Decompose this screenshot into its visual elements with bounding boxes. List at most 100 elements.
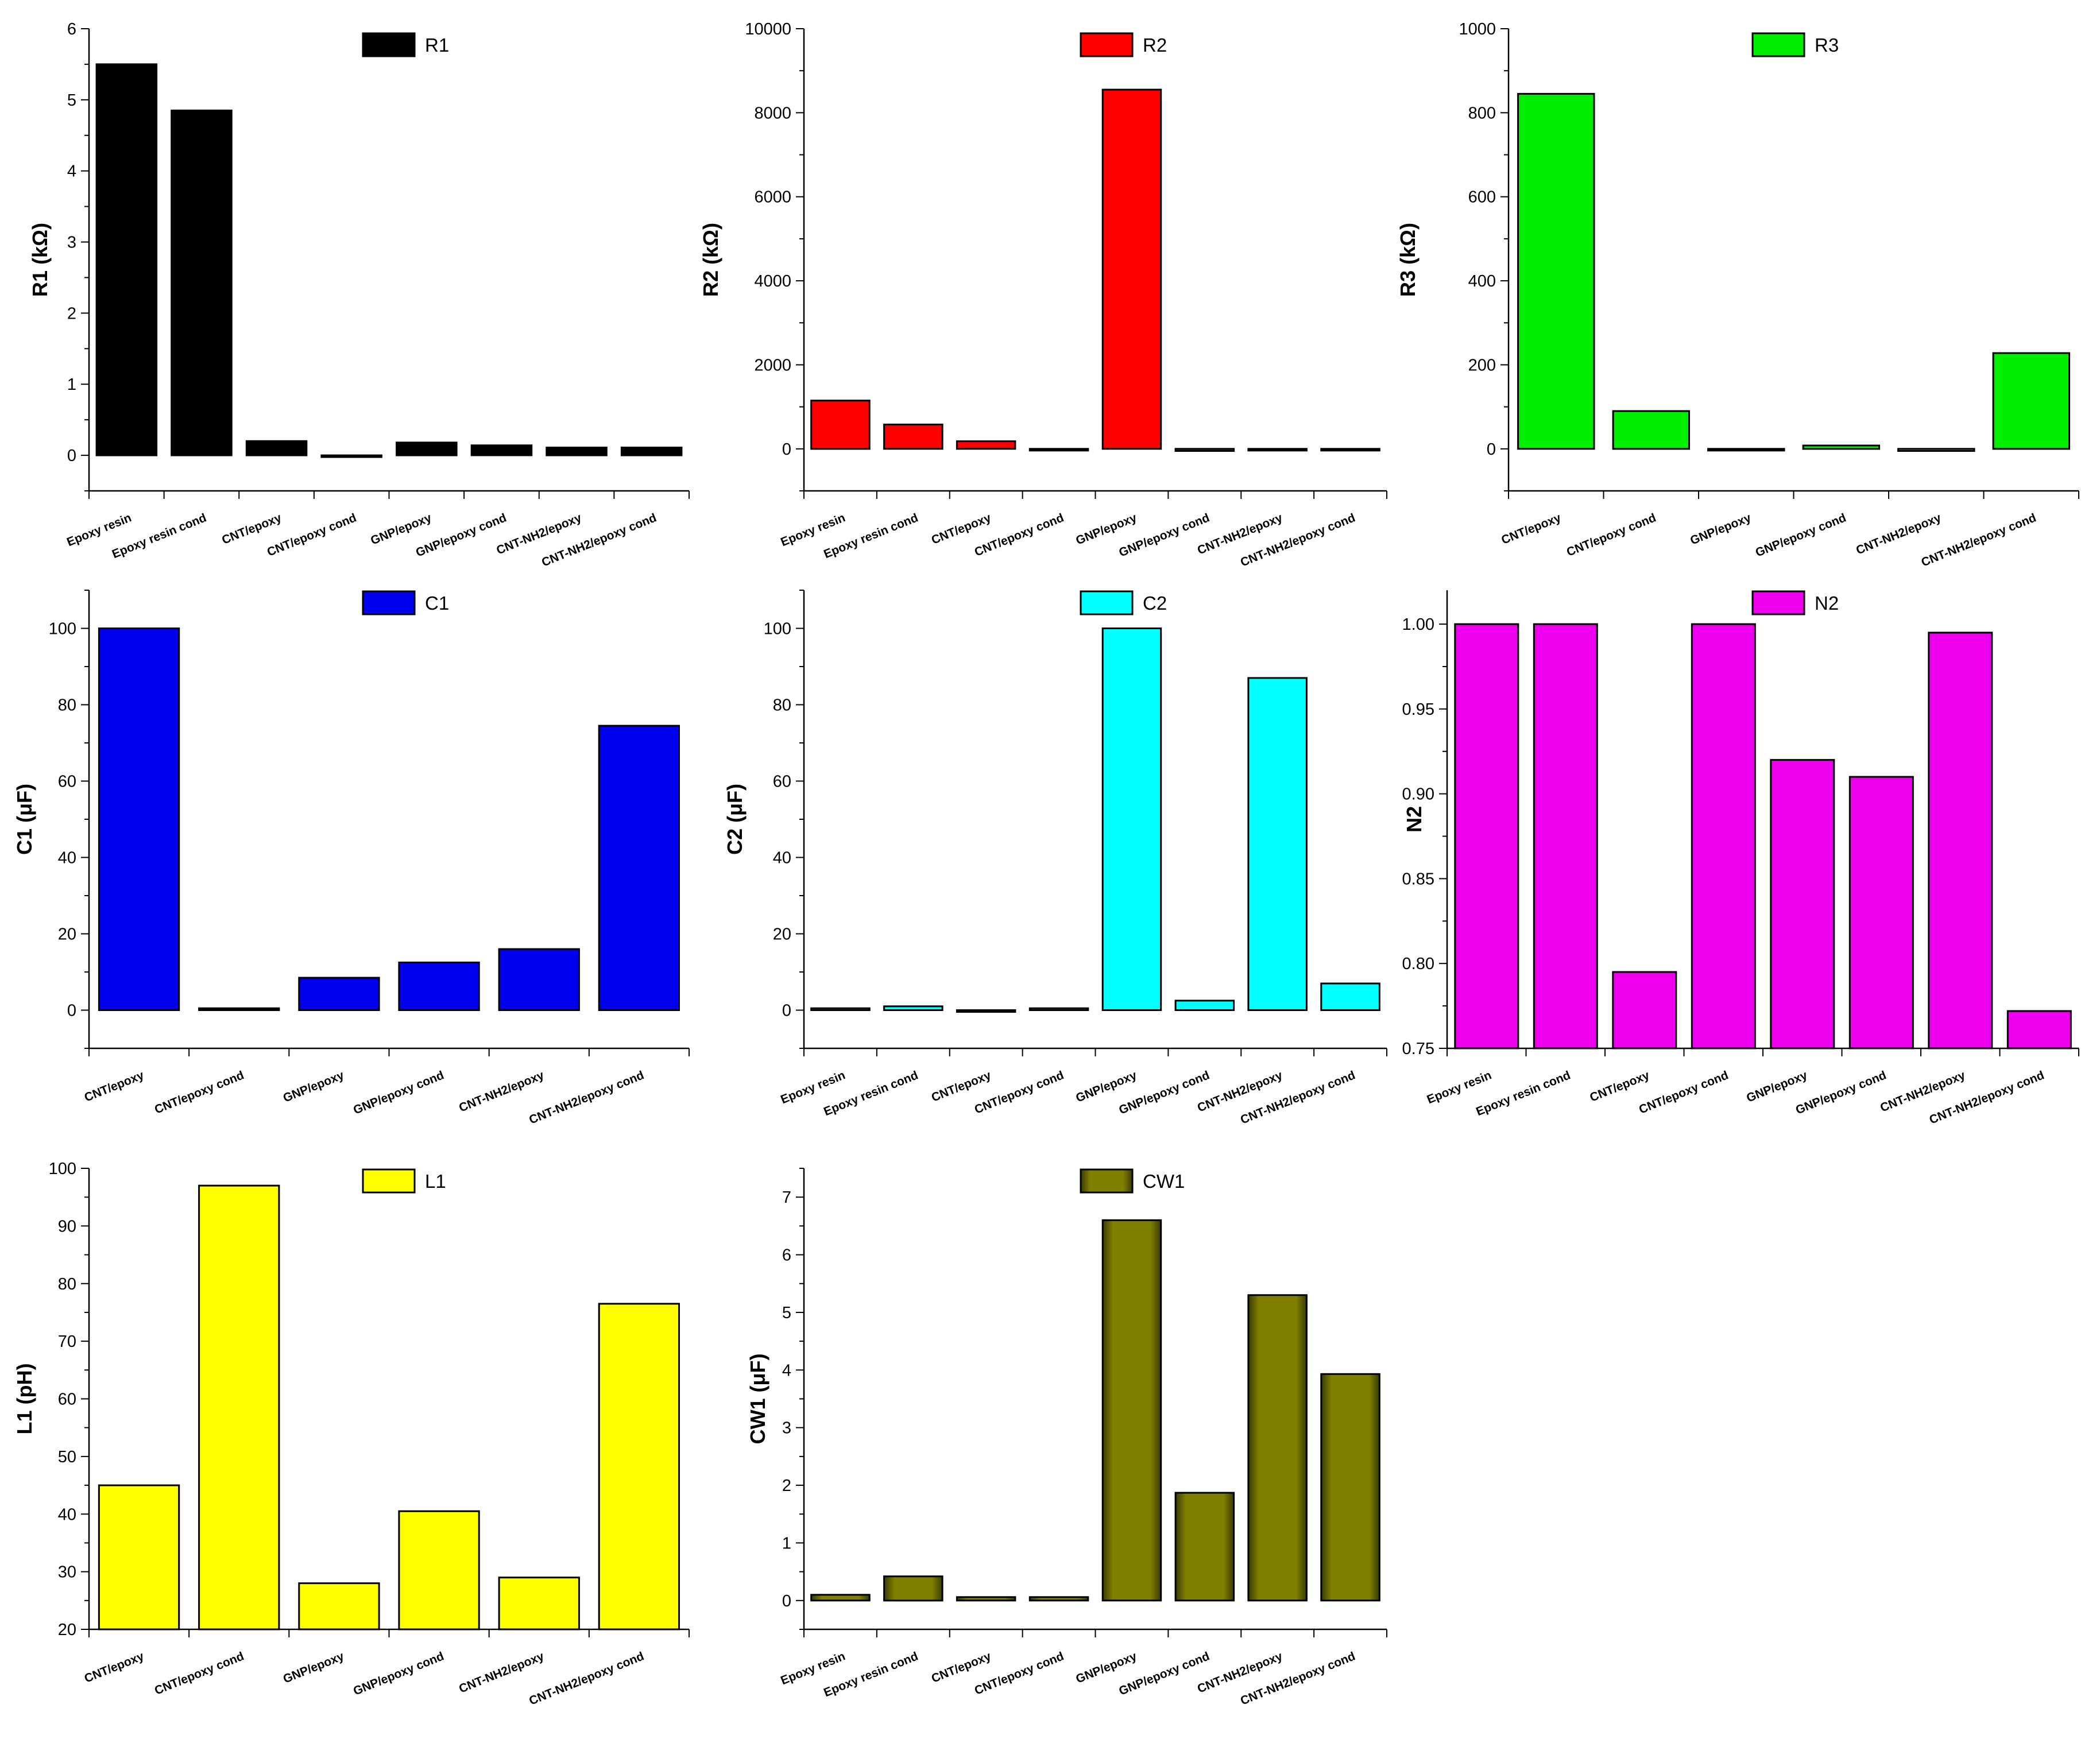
bar-c1-2[interactable] — [298, 977, 380, 1011]
y-axis-label: R3 (kΩ) — [1396, 223, 1420, 297]
bar-cw1-2[interactable] — [956, 1596, 1016, 1602]
bar-c1-4[interactable] — [498, 948, 580, 1011]
y-tick-label: 6000 — [754, 188, 791, 207]
bar-l1-3[interactable] — [398, 1510, 480, 1630]
bar-c1-5[interactable] — [598, 725, 680, 1011]
bar-c2-4[interactable] — [1101, 628, 1162, 1011]
legend-label: R1 — [425, 34, 449, 56]
bar-c2-0[interactable] — [810, 1007, 871, 1011]
bar-n2-2[interactable] — [1612, 971, 1677, 1049]
bar-r2-3[interactable] — [1028, 448, 1089, 452]
y-tick-label: 400 — [1468, 272, 1496, 291]
y-tick-label: 90 — [58, 1217, 76, 1235]
bar-c2-6[interactable] — [1247, 677, 1308, 1011]
legend-swatch — [1751, 32, 1805, 57]
y-tick-label: 20 — [773, 925, 791, 944]
legend-swatch — [1080, 1168, 1134, 1194]
bar-c2-5[interactable] — [1174, 1000, 1235, 1012]
bar-r1-1[interactable] — [171, 109, 233, 456]
bar-n2-1[interactable] — [1533, 623, 1598, 1049]
bar-r2-7[interactable] — [1320, 448, 1380, 452]
bar-c2-3[interactable] — [1028, 1007, 1089, 1011]
bar-c2-2[interactable] — [956, 1009, 1016, 1013]
bar-c1-1[interactable] — [198, 1007, 280, 1011]
bar-n2-7[interactable] — [2006, 1010, 2072, 1049]
y-tick-label: 6 — [782, 1246, 791, 1265]
bar-r3-2[interactable] — [1707, 448, 1785, 452]
bar-n2-4[interactable] — [1770, 759, 1835, 1049]
bar-r2-0[interactable] — [810, 400, 871, 450]
y-axis-label: C1 (μF) — [13, 784, 36, 855]
y-tick-label: 0 — [782, 1592, 791, 1610]
y-tick-label: 1.00 — [1402, 615, 1434, 634]
bar-r3-1[interactable] — [1612, 410, 1691, 450]
bar-cw1-3[interactable] — [1028, 1596, 1089, 1602]
bar-n2-6[interactable] — [1928, 632, 1993, 1049]
y-axis-label: R1 (kΩ) — [28, 223, 52, 297]
bar-cw1-1[interactable] — [883, 1575, 943, 1602]
legend-label: N2 — [1815, 592, 1839, 614]
bar-c1-0[interactable] — [98, 628, 180, 1011]
y-tick-label: 0.95 — [1402, 700, 1434, 719]
bar-cw1-6[interactable] — [1247, 1294, 1308, 1602]
bar-r2-6[interactable] — [1247, 448, 1308, 452]
bar-r1-7[interactable] — [620, 447, 683, 456]
bar-r3-5[interactable] — [1992, 352, 2071, 450]
y-tick-label: 8000 — [754, 104, 791, 122]
y-tick-label: 0.80 — [1402, 955, 1434, 973]
bar-cw1-0[interactable] — [810, 1594, 871, 1602]
y-tick-label: 4 — [782, 1361, 791, 1380]
bar-r1-6[interactable] — [546, 447, 608, 456]
bar-r3-4[interactable] — [1897, 448, 1975, 452]
y-tick-label: 80 — [773, 696, 791, 715]
y-tick-label: 1 — [782, 1534, 791, 1552]
legend-swatch — [1080, 590, 1134, 615]
legend-swatch — [362, 32, 416, 57]
y-tick-label: 80 — [58, 1275, 76, 1293]
y-tick-label: 3 — [67, 234, 76, 252]
legend-label: C2 — [1143, 592, 1167, 614]
y-tick-label: 800 — [1468, 104, 1496, 122]
legend-label: R2 — [1143, 34, 1167, 56]
bar-c2-1[interactable] — [883, 1005, 943, 1012]
y-tick-label: 2 — [67, 304, 76, 323]
bar-r1-5[interactable] — [470, 444, 533, 456]
bar-l1-4[interactable] — [498, 1577, 580, 1630]
y-tick-label: 60 — [58, 1391, 76, 1409]
bar-r3-0[interactable] — [1517, 92, 1595, 450]
bar-l1-1[interactable] — [198, 1184, 280, 1630]
bar-r2-1[interactable] — [883, 423, 943, 450]
y-tick-label: 5 — [782, 1304, 791, 1322]
bar-cw1-5[interactable] — [1174, 1492, 1235, 1602]
bar-l1-0[interactable] — [98, 1484, 180, 1630]
bar-r2-5[interactable] — [1174, 448, 1235, 452]
y-tick-label: 7 — [782, 1188, 791, 1207]
bar-l1-5[interactable] — [598, 1303, 680, 1630]
bar-c1-3[interactable] — [398, 961, 480, 1012]
bar-cw1-4[interactable] — [1101, 1219, 1162, 1602]
bar-n2-3[interactable] — [1691, 623, 1756, 1049]
y-tick-label: 3 — [782, 1419, 791, 1438]
legend-swatch — [1080, 32, 1134, 57]
bar-r1-2[interactable] — [245, 440, 308, 456]
bar-r1-3[interactable] — [320, 454, 382, 458]
bar-n2-5[interactable] — [1848, 776, 1914, 1049]
bar-cw1-7[interactable] — [1320, 1373, 1380, 1602]
bar-r2-2[interactable] — [956, 440, 1016, 450]
y-tick-label: 60 — [58, 773, 76, 791]
y-tick-label: 6 — [67, 20, 76, 38]
bar-c2-7[interactable] — [1320, 982, 1380, 1011]
bar-r1-0[interactable] — [95, 63, 158, 456]
bar-n2-0[interactable] — [1454, 623, 1519, 1049]
legend-swatch — [1751, 590, 1805, 615]
bar-r1-4[interactable] — [396, 441, 458, 456]
y-tick-label: 20 — [58, 925, 76, 944]
bar-r2-4[interactable] — [1101, 88, 1162, 450]
y-tick-label: 40 — [773, 849, 791, 867]
y-tick-label: 5 — [67, 91, 76, 110]
bar-l1-2[interactable] — [298, 1582, 380, 1630]
y-tick-label: 30 — [58, 1563, 76, 1582]
bar-r3-3[interactable] — [1802, 444, 1881, 450]
y-tick-label: 4 — [67, 162, 76, 181]
